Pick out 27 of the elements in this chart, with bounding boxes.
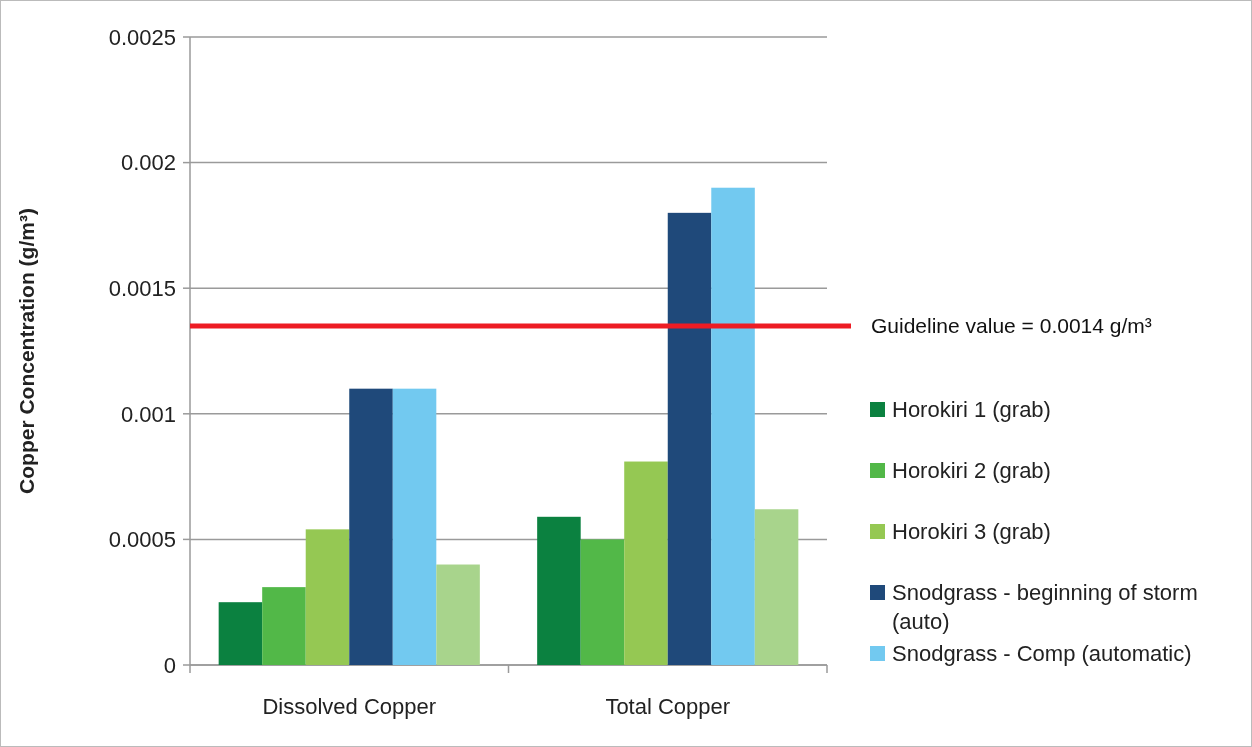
bar xyxy=(754,509,799,665)
bar xyxy=(537,516,581,665)
legend-label: Horokiri 3 (grab) xyxy=(892,519,1051,544)
bar xyxy=(667,212,712,665)
y-tick-label: 0 xyxy=(163,652,176,678)
legend-label: Snodgrass - beginning of storm (auto) xyxy=(892,580,1198,634)
y-tick-label: 0.0025 xyxy=(108,24,176,50)
y-tick-label: 0.0015 xyxy=(108,275,176,301)
bar xyxy=(349,388,393,665)
x-tick-label: Total Copper xyxy=(605,694,731,719)
x-tick-label: Dissolved Copper xyxy=(262,694,437,719)
bar xyxy=(711,187,755,665)
bar xyxy=(580,539,625,665)
bar xyxy=(392,388,437,665)
bar xyxy=(436,564,480,665)
bar xyxy=(305,529,350,665)
bar xyxy=(624,461,668,665)
ref-line-label: Guideline value = 0.0014 g/m³ xyxy=(871,314,1152,338)
bar xyxy=(218,602,263,665)
y-tick-label: 0.0005 xyxy=(108,527,176,553)
bar xyxy=(262,587,306,665)
y-tick-label: 0.002 xyxy=(120,150,176,176)
legend-label: Horokiri 1 (grab) xyxy=(892,397,1051,422)
legend-label: Horokiri 2 (grab) xyxy=(892,458,1051,483)
legend-label: Snodgrass - Comp (automatic) xyxy=(892,641,1192,666)
y-axis-title: Copper Concentration (g/m³) xyxy=(15,208,38,494)
y-tick-label: 0.001 xyxy=(120,401,176,427)
